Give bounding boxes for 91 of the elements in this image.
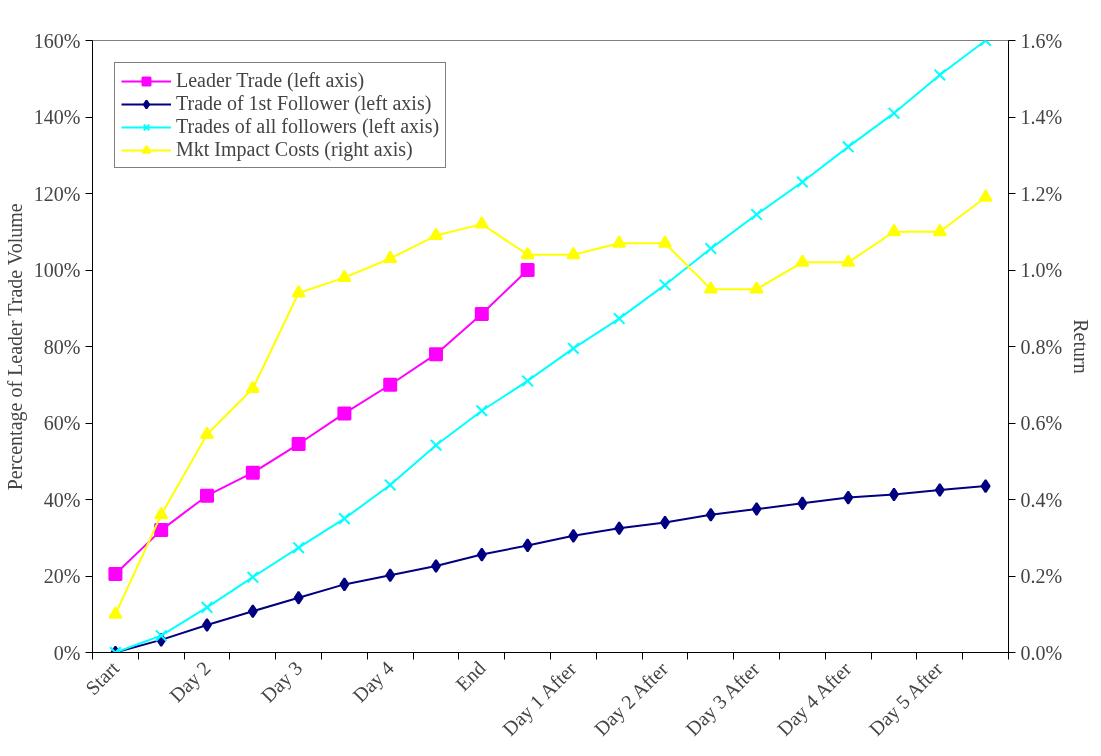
point <box>612 235 627 248</box>
point <box>843 490 854 505</box>
legend-label: Leader Trade (left axis) <box>176 69 365 92</box>
y2-tick-label: 1.2% <box>1020 182 1063 205</box>
point <box>932 223 947 237</box>
point <box>108 606 123 619</box>
legend-label: Trade of 1st Follower (left axis) <box>176 92 432 115</box>
point <box>337 406 352 421</box>
point <box>796 175 809 189</box>
point <box>520 263 535 277</box>
point <box>797 496 808 511</box>
point <box>520 246 535 260</box>
point <box>108 567 123 582</box>
legend-label: Mkt Impact Costs (right axis) <box>176 138 413 161</box>
point <box>841 140 855 154</box>
point <box>795 254 810 267</box>
y-tick-label: 160% <box>33 29 81 52</box>
point <box>200 488 214 503</box>
point <box>887 106 901 120</box>
point <box>429 438 443 452</box>
point <box>703 281 718 294</box>
y-tick-label: 40% <box>43 488 81 511</box>
point <box>154 523 169 538</box>
point <box>841 254 856 267</box>
y-tick-label: 140% <box>33 106 81 128</box>
point <box>337 269 352 283</box>
point <box>522 538 533 553</box>
point <box>292 541 305 554</box>
y-tick-label: 20% <box>43 565 81 587</box>
point <box>475 404 489 418</box>
y2-tick-label: 1.0% <box>1020 259 1063 281</box>
point <box>246 570 260 584</box>
point <box>476 547 487 562</box>
point <box>933 68 947 82</box>
y2-tick-label: 1.4% <box>1020 106 1063 128</box>
point <box>658 278 672 292</box>
point <box>474 306 489 321</box>
y-tick-label: 100% <box>33 259 81 281</box>
y2-tick-label: 0.0% <box>1020 641 1063 664</box>
point <box>247 604 258 619</box>
point <box>750 208 763 221</box>
y2-tick-label: 0.2% <box>1020 565 1063 587</box>
point <box>568 528 579 543</box>
point <box>658 235 672 248</box>
point <box>383 250 398 263</box>
x-tick-label: Day 2 <box>165 656 216 708</box>
point <box>291 285 306 298</box>
point <box>429 227 443 241</box>
x-tick-label: End <box>451 656 490 696</box>
point <box>291 437 306 452</box>
point <box>245 380 260 394</box>
point <box>978 189 993 202</box>
point <box>339 577 350 592</box>
y2-tick-label: 0.6% <box>1020 412 1063 434</box>
point <box>338 512 351 525</box>
y-tick-label: 80% <box>43 335 81 358</box>
point <box>751 502 762 517</box>
point <box>154 506 169 520</box>
x-tick-label: Day 3 <box>256 656 308 708</box>
point <box>383 478 397 492</box>
point <box>566 246 581 260</box>
y2-axis-title: Return <box>1070 319 1093 374</box>
point <box>705 507 716 522</box>
y2-tick-label: 0.8% <box>1020 335 1063 358</box>
point <box>934 482 945 497</box>
point <box>474 216 489 229</box>
y-tick-label: 60% <box>43 412 81 434</box>
point <box>293 590 304 605</box>
y-tick-label: 0% <box>53 641 81 664</box>
point <box>200 426 214 439</box>
y2-tick-label: 0.4% <box>1020 488 1063 511</box>
x-tick-label: Start <box>80 656 124 699</box>
point <box>521 374 534 388</box>
legend-label: Trades of all followers (left axis) <box>176 115 440 138</box>
point <box>200 601 214 614</box>
point <box>614 521 625 536</box>
x-tick-label: Day 4 <box>348 656 399 708</box>
point <box>704 242 718 255</box>
point <box>154 629 168 642</box>
y2-tick-label: 1.6% <box>1020 29 1063 52</box>
point <box>887 223 901 237</box>
y-axis-title: Percentage of Leader Trade Volume <box>3 203 27 491</box>
point <box>383 377 398 392</box>
point <box>385 568 396 583</box>
point <box>429 347 443 362</box>
point <box>749 281 764 294</box>
point <box>567 342 580 355</box>
y-tick-label: 120% <box>33 182 81 205</box>
point <box>612 312 626 325</box>
point <box>245 465 260 480</box>
point <box>980 479 991 494</box>
